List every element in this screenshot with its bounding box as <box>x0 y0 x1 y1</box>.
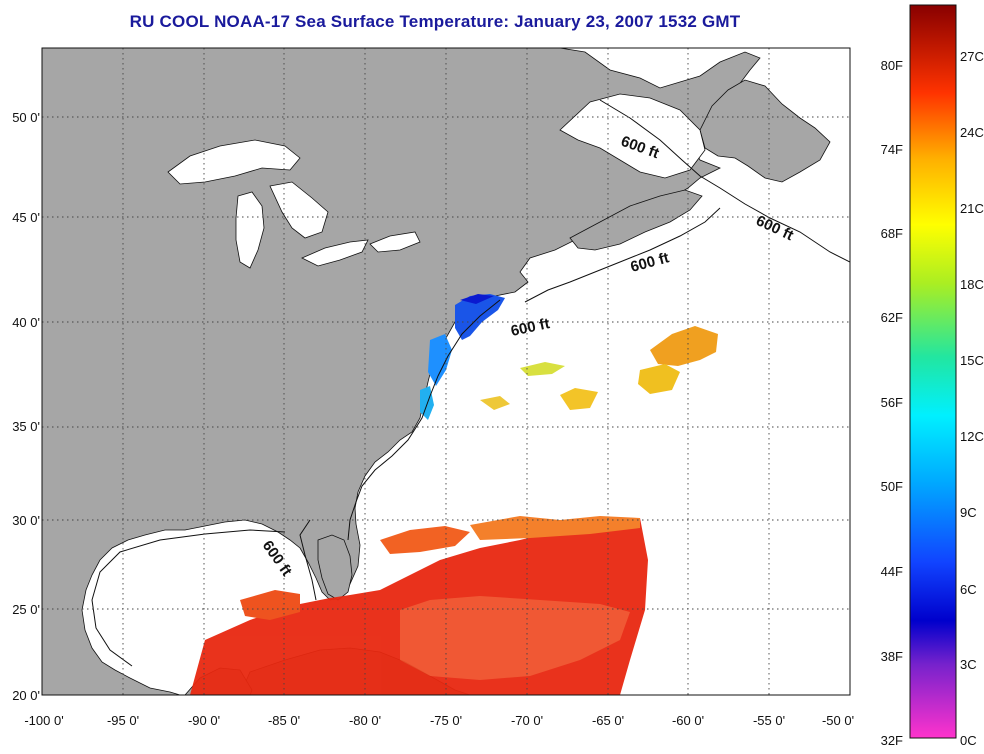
colorbar-f-label: 74F <box>881 142 903 157</box>
lake-michigan <box>235 191 265 269</box>
lon-tick-label: -70 0' <box>511 713 543 728</box>
colorbar-c-label: 6C <box>960 582 977 597</box>
colorbar <box>909 4 957 739</box>
colorbar-c-label: 15C <box>960 353 984 368</box>
lon-tick-label: -55 0' <box>753 713 785 728</box>
land-nova-scotia <box>569 189 703 251</box>
colorbar-f-label: 44F <box>881 564 903 579</box>
lat-tick-label: 30 0' <box>12 513 40 528</box>
colorbar-c-label: 0C <box>960 733 977 748</box>
lon-tick-labels: -100 0' -95 0' -90 0' -85 0' -80 0' -75 … <box>24 713 854 728</box>
lat-tick-label: 25 0' <box>12 602 40 617</box>
isobath-600ft <box>91 99 850 667</box>
lon-tick-label: -80 0' <box>349 713 381 728</box>
lake-erie <box>301 239 369 267</box>
map-title: RU COOL NOAA-17 Sea Surface Temperature:… <box>129 12 741 31</box>
colorbar-c-label: 12C <box>960 429 984 444</box>
lon-tick-label: -100 0' <box>24 713 63 728</box>
great-lakes <box>167 139 421 269</box>
colorbar-f-label: 50F <box>881 479 903 494</box>
colorbar-c-label: 3C <box>960 657 977 672</box>
colorbar-celsius-labels: 27C 24C 21C 18C 15C 12C 9C 6C 3C 0C <box>960 49 984 748</box>
gulf-of-st-lawrence <box>559 93 706 179</box>
colorbar-c-label: 9C <box>960 505 977 520</box>
lake-superior <box>167 139 301 185</box>
lat-tick-label: 40 0' <box>12 315 40 330</box>
lon-tick-label: -75 0' <box>430 713 462 728</box>
colorbar-c-label: 27C <box>960 49 984 64</box>
land-florida <box>317 534 353 601</box>
lat-tick-labels: 20 0' 25 0' 30 0' 35 0' 40 0' 45 0' 50 0… <box>12 110 40 703</box>
sst-warm-region <box>190 516 648 695</box>
colorbar-f-label: 68F <box>881 226 903 241</box>
colorbar-c-label: 24C <box>960 125 984 140</box>
colorbar-c-label: 21C <box>960 201 984 216</box>
land-newfoundland <box>699 79 831 183</box>
lat-tick-label: 20 0' <box>12 688 40 703</box>
colorbar-f-label: 56F <box>881 395 903 410</box>
colorbar-f-label: 62F <box>881 310 903 325</box>
colorbar-f-label: 32F <box>881 733 903 748</box>
sst-gulf-stream-patches <box>480 326 718 410</box>
colorbar-c-label: 18C <box>960 277 984 292</box>
lon-tick-label: -90 0' <box>188 713 220 728</box>
lake-huron <box>269 181 329 239</box>
lat-tick-label: 45 0' <box>12 210 40 225</box>
lon-tick-label: -85 0' <box>268 713 300 728</box>
lake-ontario <box>369 231 421 253</box>
colorbar-f-label: 80F <box>881 58 903 73</box>
lon-tick-label: -65 0' <box>592 713 624 728</box>
lat-tick-label: 50 0' <box>12 110 40 125</box>
map-frame <box>41 47 851 696</box>
lat-tick-label: 35 0' <box>12 419 40 434</box>
lon-tick-label: -50 0' <box>822 713 854 728</box>
lon-tick-label: -95 0' <box>107 713 139 728</box>
lon-tick-label: -60 0' <box>672 713 704 728</box>
colorbar-f-label: 38F <box>881 649 903 664</box>
colorbar-fahrenheit-labels: 80F 74F 68F 62F 56F 50F 44F 38F 32F <box>881 58 903 748</box>
